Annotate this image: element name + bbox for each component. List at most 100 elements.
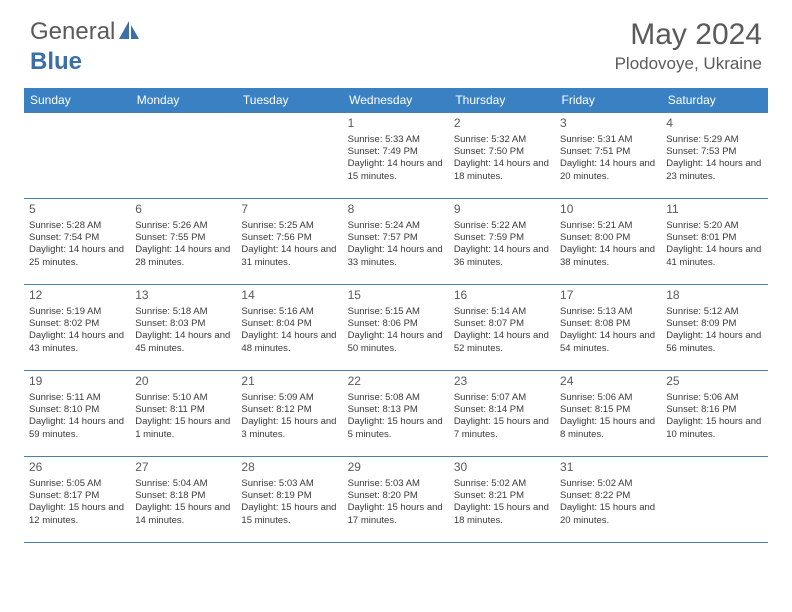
sunrise-line: Sunrise: 5:31 AM [560, 134, 656, 146]
calendar-day-cell: 31Sunrise: 5:02 AMSunset: 8:22 PMDayligh… [555, 457, 661, 543]
day-number: 15 [348, 288, 444, 304]
weekday-header: Tuesday [236, 88, 342, 113]
calendar-day-cell: 23Sunrise: 5:07 AMSunset: 8:14 PMDayligh… [449, 371, 555, 457]
daylight-line: Daylight: 14 hours and 31 minutes. [241, 244, 337, 269]
calendar-day-cell: 9Sunrise: 5:22 AMSunset: 7:59 PMDaylight… [449, 199, 555, 285]
weekday-header: Monday [130, 88, 236, 113]
calendar-day-cell: 26Sunrise: 5:05 AMSunset: 8:17 PMDayligh… [24, 457, 130, 543]
calendar-day-cell: 4 Sunrise: 5:29 AMSunset: 7:53 PMDaylight… [661, 113, 767, 199]
daylight-line: Daylight: 15 hours and 15 minutes. [241, 502, 337, 527]
day-number: 3 [560, 116, 656, 132]
day-number: 17 [560, 288, 656, 304]
daylight-line: Daylight: 14 hours and 33 minutes. [348, 244, 444, 269]
sunset-line: Sunset: 7:49 PM [348, 146, 444, 158]
day-number: 21 [241, 374, 337, 390]
sunset-line: Sunset: 7:55 PM [135, 232, 231, 244]
sunset-line: Sunset: 8:07 PM [454, 318, 550, 330]
sunrise-line: Sunrise: 5:26 AM [135, 220, 231, 232]
sunrise-line: Sunrise: 5:05 AM [29, 478, 125, 490]
weekday-header: Friday [555, 88, 661, 113]
calendar-day-cell: 10 Sunrise: 5:21 AMSunset: 8:00 PMDayligh… [555, 199, 661, 285]
daylight-line: Daylight: 15 hours and 12 minutes. [29, 502, 125, 527]
day-number: 10 [560, 202, 656, 218]
day-number: 6 [135, 202, 231, 218]
daylight-line: Daylight: 14 hours and 54 minutes. [560, 330, 656, 355]
calendar-day-cell [236, 113, 342, 199]
calendar-day-cell: 3Sunrise: 5:31 AMSunset: 7:51 PMDaylight… [555, 113, 661, 199]
sail-icon [117, 19, 143, 46]
sunset-line: Sunset: 8:15 PM [560, 404, 656, 416]
calendar-day-cell [130, 113, 236, 199]
sunrise-line: Sunrise: 5:28 AM [29, 220, 125, 232]
month-title: May 2024 [615, 18, 762, 52]
sunset-line: Sunset: 8:01 PM [666, 232, 762, 244]
sunset-line: Sunset: 8:16 PM [666, 404, 762, 416]
sunset-line: Sunset: 8:18 PM [135, 490, 231, 502]
day-number: 23 [454, 374, 550, 390]
day-number: 13 [135, 288, 231, 304]
sunset-line: Sunset: 8:17 PM [29, 490, 125, 502]
calendar-day-cell [661, 457, 767, 543]
day-number: 5 [29, 202, 125, 218]
weekday-header: Saturday [661, 88, 767, 113]
day-number: 11 [666, 202, 762, 218]
day-number: 8 [348, 202, 444, 218]
sunrise-line: Sunrise: 5:10 AM [135, 392, 231, 404]
calendar-day-cell: 21Sunrise: 5:09 AMSunset: 8:12 PMDayligh… [236, 371, 342, 457]
sunset-line: Sunset: 8:19 PM [241, 490, 337, 502]
calendar-day-cell: 16Sunrise: 5:14 AMSunset: 8:07 PMDayligh… [449, 285, 555, 371]
calendar-day-cell: 22Sunrise: 5:08 AMSunset: 8:13 PMDayligh… [343, 371, 449, 457]
sunrise-line: Sunrise: 5:08 AM [348, 392, 444, 404]
day-number: 1 [348, 116, 444, 132]
sunrise-line: Sunrise: 5:21 AM [560, 220, 656, 232]
calendar-week-row: 19Sunrise: 5:11 AMSunset: 8:10 PMDayligh… [24, 371, 768, 457]
sunset-line: Sunset: 8:22 PM [560, 490, 656, 502]
calendar-day-cell: 28Sunrise: 5:03 AMSunset: 8:19 PMDayligh… [236, 457, 342, 543]
sunrise-line: Sunrise: 5:22 AM [454, 220, 550, 232]
daylight-line: Daylight: 14 hours and 25 minutes. [29, 244, 125, 269]
sunset-line: Sunset: 7:57 PM [348, 232, 444, 244]
calendar-week-row: 26Sunrise: 5:05 AMSunset: 8:17 PMDayligh… [24, 457, 768, 543]
calendar-day-cell: 13Sunrise: 5:18 AMSunset: 8:03 PMDayligh… [130, 285, 236, 371]
calendar-day-cell: 12Sunrise: 5:19 AMSunset: 8:02 PMDayligh… [24, 285, 130, 371]
location-text: Plodovoye, Ukraine [615, 54, 762, 74]
sunrise-line: Sunrise: 5:15 AM [348, 306, 444, 318]
daylight-line: Daylight: 15 hours and 10 minutes. [666, 416, 762, 441]
day-number: 31 [560, 460, 656, 476]
daylight-line: Daylight: 15 hours and 5 minutes. [348, 416, 444, 441]
calendar-day-cell: 19Sunrise: 5:11 AMSunset: 8:10 PMDayligh… [24, 371, 130, 457]
sunset-line: Sunset: 8:06 PM [348, 318, 444, 330]
calendar-day-cell: 24Sunrise: 5:06 AMSunset: 8:15 PMDayligh… [555, 371, 661, 457]
daylight-line: Daylight: 14 hours and 23 minutes. [666, 158, 762, 183]
sunrise-line: Sunrise: 5:29 AM [666, 134, 762, 146]
sunset-line: Sunset: 7:51 PM [560, 146, 656, 158]
calendar-header-row: SundayMondayTuesdayWednesdayThursdayFrid… [24, 88, 768, 113]
day-number: 25 [666, 374, 762, 390]
day-number: 29 [348, 460, 444, 476]
day-number: 28 [241, 460, 337, 476]
sunrise-line: Sunrise: 5:12 AM [666, 306, 762, 318]
daylight-line: Daylight: 14 hours and 56 minutes. [666, 330, 762, 355]
sunrise-line: Sunrise: 5:02 AM [560, 478, 656, 490]
calendar-day-cell: 2Sunrise: 5:32 AMSunset: 7:50 PMDaylight… [449, 113, 555, 199]
calendar-day-cell: 15Sunrise: 5:15 AMSunset: 8:06 PMDayligh… [343, 285, 449, 371]
calendar-day-cell: 27Sunrise: 5:04 AMSunset: 8:18 PMDayligh… [130, 457, 236, 543]
calendar-day-cell: 7Sunrise: 5:25 AMSunset: 7:56 PMDaylight… [236, 199, 342, 285]
sunset-line: Sunset: 8:08 PM [560, 318, 656, 330]
daylight-line: Daylight: 14 hours and 38 minutes. [560, 244, 656, 269]
daylight-line: Daylight: 14 hours and 41 minutes. [666, 244, 762, 269]
day-number: 4 [666, 116, 762, 132]
sunset-line: Sunset: 8:00 PM [560, 232, 656, 244]
sunrise-line: Sunrise: 5:20 AM [666, 220, 762, 232]
daylight-line: Daylight: 14 hours and 52 minutes. [454, 330, 550, 355]
sunset-line: Sunset: 8:09 PM [666, 318, 762, 330]
daylight-line: Daylight: 15 hours and 14 minutes. [135, 502, 231, 527]
sunset-line: Sunset: 8:04 PM [241, 318, 337, 330]
sunrise-line: Sunrise: 5:19 AM [29, 306, 125, 318]
weekday-header: Sunday [24, 88, 130, 113]
daylight-line: Daylight: 15 hours and 3 minutes. [241, 416, 337, 441]
sunset-line: Sunset: 7:53 PM [666, 146, 762, 158]
sunset-line: Sunset: 8:02 PM [29, 318, 125, 330]
day-number: 18 [666, 288, 762, 304]
sunrise-line: Sunrise: 5:14 AM [454, 306, 550, 318]
